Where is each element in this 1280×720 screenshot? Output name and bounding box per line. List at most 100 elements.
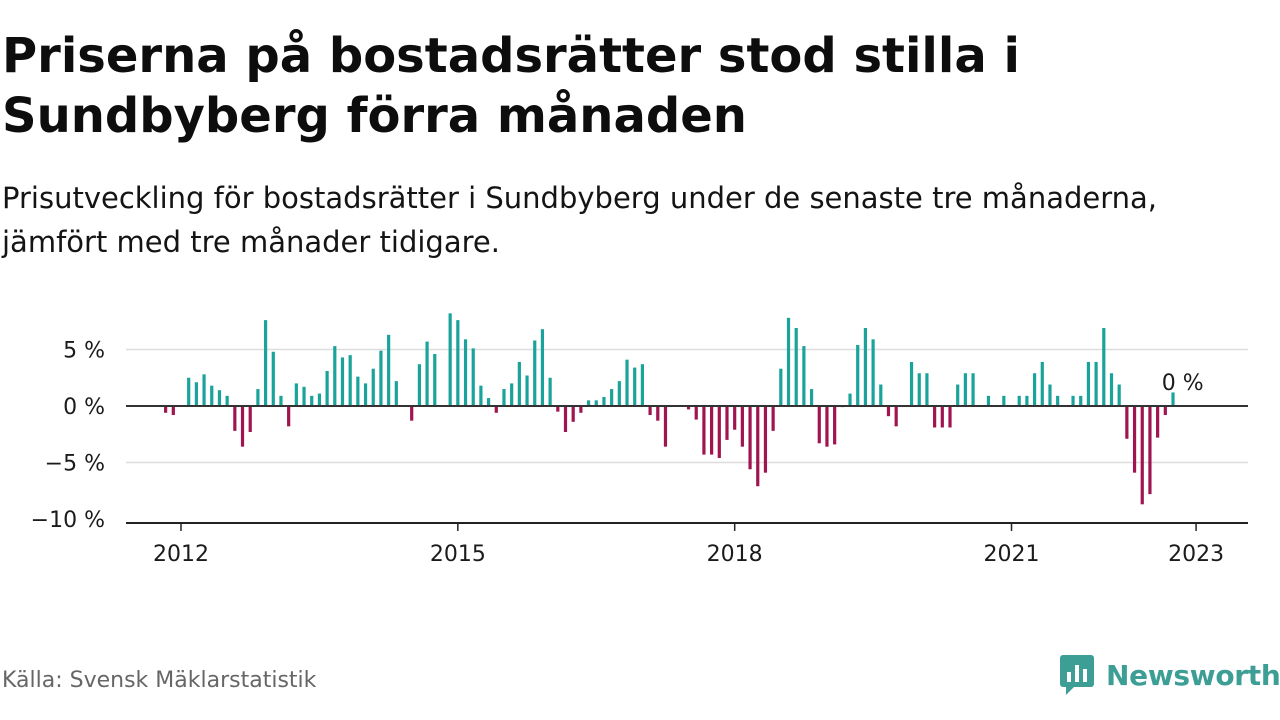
bar <box>925 373 929 406</box>
bar <box>571 406 575 422</box>
bar <box>1094 361 1098 406</box>
x-tick-label: 2018 <box>707 542 763 567</box>
bar <box>310 395 314 406</box>
bar <box>240 406 245 447</box>
bar <box>287 406 291 427</box>
bar <box>371 368 375 406</box>
bar <box>610 389 614 406</box>
bar <box>786 317 791 406</box>
bar <box>648 406 652 416</box>
bar <box>279 395 283 406</box>
chart-title: Priserna på bostadsrätter stod stilla i … <box>2 28 1020 144</box>
bar <box>756 406 760 487</box>
bar <box>210 385 214 406</box>
bar <box>771 406 775 431</box>
bar <box>856 344 860 406</box>
bar <box>1056 395 1060 406</box>
bar <box>1079 395 1083 406</box>
bar <box>425 341 429 406</box>
bar <box>763 406 768 473</box>
x-tick-label: 2023 <box>1168 542 1224 567</box>
bar <box>640 364 644 406</box>
bar <box>471 348 475 406</box>
x-tick-label: 2015 <box>430 542 486 567</box>
bar <box>379 350 383 406</box>
bar <box>656 406 660 421</box>
bar <box>1140 406 1144 505</box>
bar <box>1040 361 1044 406</box>
bar <box>510 383 514 406</box>
bar <box>456 320 460 406</box>
y-tick-label: −10 % <box>31 508 105 533</box>
bar <box>1102 328 1106 406</box>
bar <box>1025 395 1029 406</box>
x-axis-ticks: 2012 2015 2018 2021 2023 <box>153 522 1224 567</box>
bar <box>233 406 237 431</box>
bar <box>833 406 837 445</box>
bar <box>563 406 568 432</box>
bar <box>202 374 206 406</box>
bar <box>540 329 545 406</box>
bar <box>225 395 229 406</box>
bar <box>317 393 322 406</box>
source-note: Källa: Svensk Mäklarstatistik <box>2 668 317 693</box>
bar <box>879 384 883 406</box>
bar <box>502 389 506 406</box>
bar <box>248 406 252 432</box>
bar <box>963 373 967 406</box>
bar <box>825 406 829 447</box>
bar <box>487 398 491 406</box>
bar <box>363 383 368 406</box>
bar <box>886 406 891 417</box>
bar <box>848 393 852 406</box>
bar <box>717 406 721 458</box>
bar <box>410 406 414 421</box>
bar <box>263 320 268 406</box>
bar <box>694 406 698 420</box>
bar <box>940 406 944 428</box>
bar <box>302 386 306 406</box>
bar <box>733 406 737 430</box>
bar <box>194 382 198 406</box>
bar <box>594 400 598 406</box>
bar <box>894 406 898 427</box>
bar <box>348 355 352 406</box>
bar <box>579 406 583 413</box>
price-change-bar-chart: 5 % 0 % −5 % −10 % 2012 2015 2018 2021 2023 0 % <box>31 313 1248 567</box>
bar <box>602 396 606 406</box>
bar <box>356 376 360 406</box>
bar <box>333 346 337 406</box>
bar <box>448 313 452 406</box>
bar <box>463 339 468 406</box>
latest-value-annotation: 0 % <box>1162 371 1204 396</box>
bar <box>548 377 552 406</box>
bar <box>802 346 806 406</box>
x-tick-label: 2012 <box>153 542 209 567</box>
bar <box>387 334 391 406</box>
bar <box>294 383 298 406</box>
bar <box>794 328 798 406</box>
bar <box>433 354 437 406</box>
bar <box>702 406 706 455</box>
bar <box>748 406 752 470</box>
chart-subtitle: Prisutveckling för bostadsrätter i Sundb… <box>2 181 1158 259</box>
bar <box>525 375 529 406</box>
bar <box>625 359 629 406</box>
newsworthy-logo[interactable]: Newsworthy <box>1060 654 1280 696</box>
bar <box>1086 361 1091 406</box>
bar <box>971 373 975 406</box>
bar <box>933 406 937 428</box>
bar <box>1071 395 1075 406</box>
bar <box>1171 392 1175 406</box>
bar <box>533 340 537 406</box>
y-tick-label: 0 % <box>63 395 105 420</box>
bar <box>494 406 498 413</box>
gridlines <box>126 348 1248 464</box>
bar <box>909 361 914 406</box>
bar <box>1109 373 1114 406</box>
x-tick-label: 2021 <box>984 542 1040 567</box>
bar <box>663 406 668 447</box>
brand-name: Newsworthy <box>1106 658 1280 692</box>
bar <box>871 339 875 406</box>
newsworthy-logo-icon <box>1060 655 1094 695</box>
